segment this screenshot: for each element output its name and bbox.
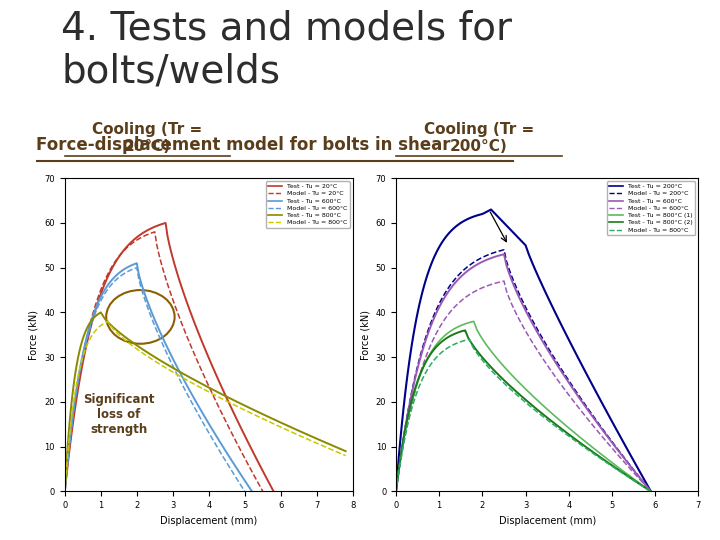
Text: Cooling (Tr =
20°C): Cooling (Tr = 20°C) xyxy=(92,122,203,154)
X-axis label: Displacement (mm): Displacement (mm) xyxy=(160,516,258,525)
Text: Force-displacement model for bolts in shear: Force-displacement model for bolts in sh… xyxy=(36,136,451,153)
Text: Significant
loss of
strength: Significant loss of strength xyxy=(83,393,155,436)
Text: Cooling (Tr =
200°C): Cooling (Tr = 200°C) xyxy=(423,122,534,154)
Legend: Test - Tu = 200°C, Model - Tu = 200°C, Test - Tu = 600°C, Model - Tu = 600°C, Te: Test - Tu = 200°C, Model - Tu = 200°C, T… xyxy=(607,181,696,235)
Text: 70: 70 xyxy=(10,118,27,131)
Y-axis label: Force (kN): Force (kN) xyxy=(29,310,39,360)
X-axis label: Displacement (mm): Displacement (mm) xyxy=(498,516,596,525)
Text: 4. Tests and models for
bolts/welds: 4. Tests and models for bolts/welds xyxy=(61,10,512,90)
Y-axis label: Force (kN): Force (kN) xyxy=(360,310,370,360)
Legend: Test - Tu = 20°C, Model - Tu = 20°C, Test - Tu = 600°C, Model - Tu = 600°C, Test: Test - Tu = 20°C, Model - Tu = 20°C, Tes… xyxy=(266,181,350,228)
